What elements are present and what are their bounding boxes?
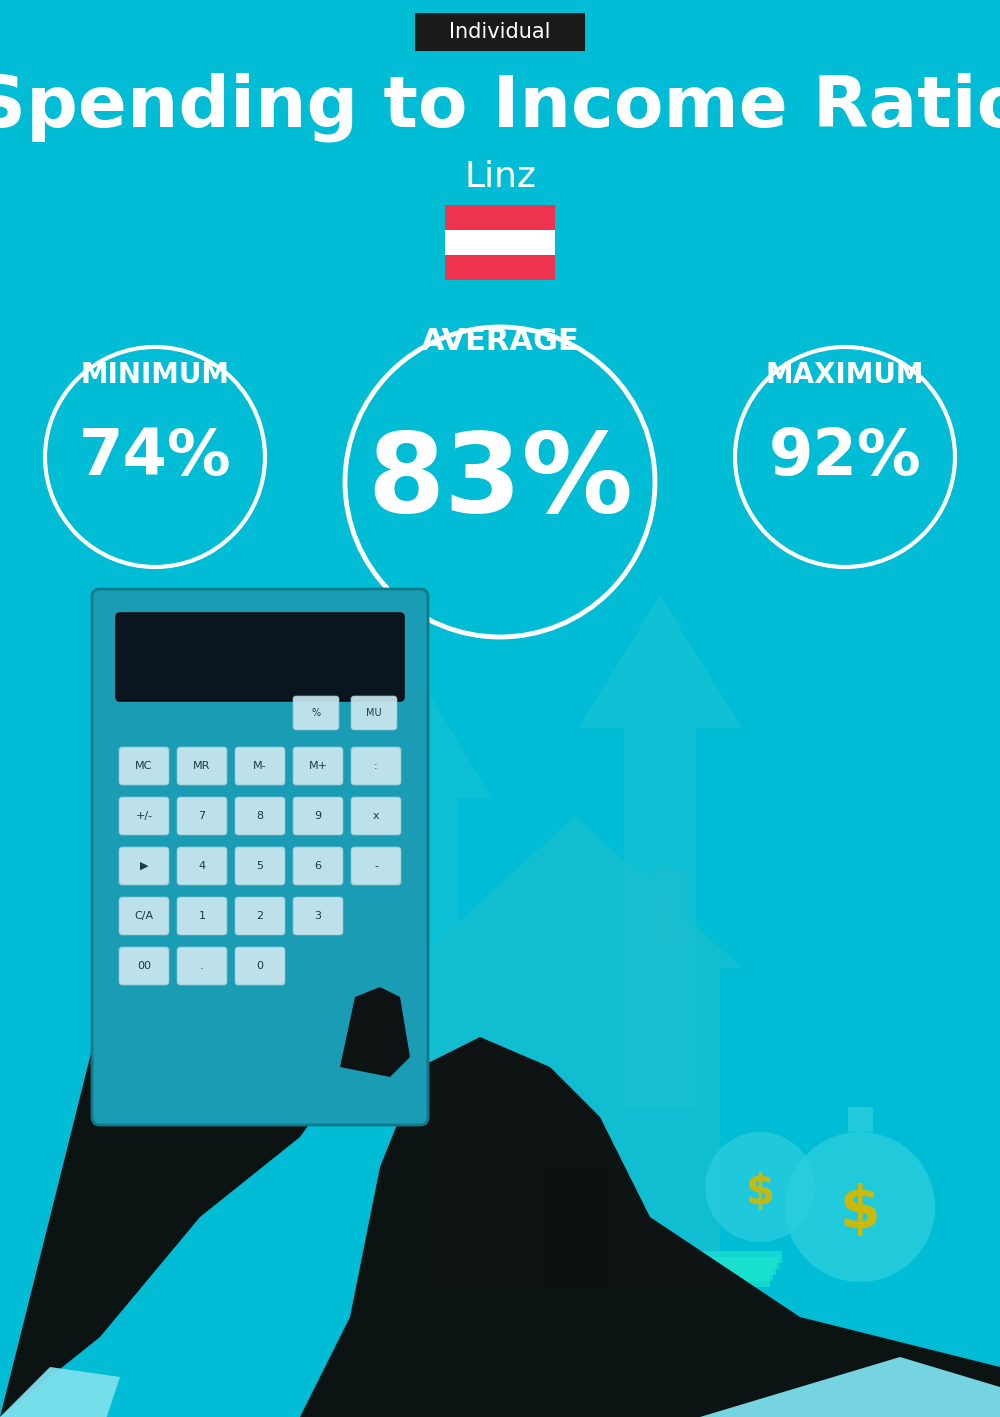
Text: 6: 6 — [314, 862, 322, 871]
FancyBboxPatch shape — [177, 847, 227, 886]
Text: 7: 7 — [198, 811, 206, 820]
FancyBboxPatch shape — [235, 847, 285, 886]
Polygon shape — [0, 1367, 120, 1417]
Text: 5: 5 — [256, 862, 264, 871]
Text: 00: 00 — [137, 961, 151, 971]
FancyBboxPatch shape — [235, 747, 285, 785]
Text: C/A: C/A — [134, 911, 154, 921]
Polygon shape — [300, 1037, 1000, 1417]
Text: MINIMUM: MINIMUM — [80, 361, 230, 390]
Polygon shape — [410, 818, 740, 966]
Circle shape — [785, 1132, 935, 1282]
FancyBboxPatch shape — [177, 796, 227, 835]
Text: %: % — [311, 708, 321, 718]
Bar — [696, 1263, 776, 1275]
FancyBboxPatch shape — [119, 747, 169, 785]
Polygon shape — [0, 917, 350, 1417]
Text: Spending to Income Ratio: Spending to Income Ratio — [0, 72, 1000, 142]
Bar — [445, 230, 555, 255]
Text: 4: 4 — [198, 862, 206, 871]
Bar — [699, 1257, 779, 1270]
Text: .: . — [200, 961, 204, 971]
FancyBboxPatch shape — [116, 614, 404, 701]
FancyBboxPatch shape — [351, 696, 397, 730]
Text: MC: MC — [135, 761, 153, 771]
FancyBboxPatch shape — [293, 897, 343, 935]
Bar — [445, 255, 555, 279]
Bar — [848, 1107, 873, 1132]
Text: :: : — [374, 761, 378, 771]
Text: 74%: 74% — [79, 427, 231, 487]
Polygon shape — [580, 597, 740, 1107]
FancyBboxPatch shape — [119, 897, 169, 935]
FancyBboxPatch shape — [351, 847, 401, 886]
FancyBboxPatch shape — [119, 847, 169, 886]
FancyBboxPatch shape — [293, 696, 339, 730]
FancyBboxPatch shape — [293, 796, 343, 835]
Circle shape — [705, 1132, 815, 1241]
Text: 9: 9 — [314, 811, 322, 820]
FancyBboxPatch shape — [235, 897, 285, 935]
Bar — [693, 1270, 773, 1281]
Polygon shape — [700, 1357, 1000, 1417]
Text: M-: M- — [253, 761, 267, 771]
FancyBboxPatch shape — [293, 847, 343, 886]
FancyBboxPatch shape — [119, 947, 169, 985]
Text: M+: M+ — [308, 761, 328, 771]
FancyBboxPatch shape — [351, 796, 401, 835]
FancyBboxPatch shape — [235, 796, 285, 835]
Text: MU: MU — [366, 708, 382, 718]
Bar — [650, 867, 685, 947]
Text: 0: 0 — [256, 961, 264, 971]
Text: -: - — [374, 862, 378, 871]
Text: x: x — [373, 811, 379, 820]
Text: Individual: Individual — [449, 23, 551, 43]
Polygon shape — [340, 988, 410, 1077]
Text: 3: 3 — [314, 911, 322, 921]
Bar — [690, 1275, 770, 1287]
FancyBboxPatch shape — [351, 747, 401, 785]
FancyBboxPatch shape — [177, 947, 227, 985]
Text: 1: 1 — [198, 911, 206, 921]
Bar — [702, 1251, 782, 1263]
FancyBboxPatch shape — [92, 589, 428, 1125]
Text: MAXIMUM: MAXIMUM — [766, 361, 924, 390]
FancyBboxPatch shape — [415, 13, 585, 51]
Text: $: $ — [746, 1170, 774, 1213]
Text: 92%: 92% — [769, 427, 921, 487]
Text: AVERAGE: AVERAGE — [421, 327, 579, 357]
FancyBboxPatch shape — [177, 897, 227, 935]
Text: $: $ — [840, 1183, 880, 1240]
FancyBboxPatch shape — [293, 747, 343, 785]
FancyBboxPatch shape — [177, 747, 227, 785]
FancyBboxPatch shape — [119, 796, 169, 835]
Bar — [445, 204, 555, 230]
Polygon shape — [370, 697, 490, 1077]
Text: Linz: Linz — [464, 160, 536, 194]
Text: 8: 8 — [256, 811, 264, 820]
FancyBboxPatch shape — [235, 947, 285, 985]
Text: ▶: ▶ — [140, 862, 148, 871]
Bar — [430, 966, 720, 1287]
Text: MR: MR — [193, 761, 211, 771]
Text: 2: 2 — [256, 911, 264, 921]
Text: 83%: 83% — [367, 428, 633, 536]
Bar — [545, 1168, 605, 1287]
Text: +/-: +/- — [135, 811, 153, 820]
